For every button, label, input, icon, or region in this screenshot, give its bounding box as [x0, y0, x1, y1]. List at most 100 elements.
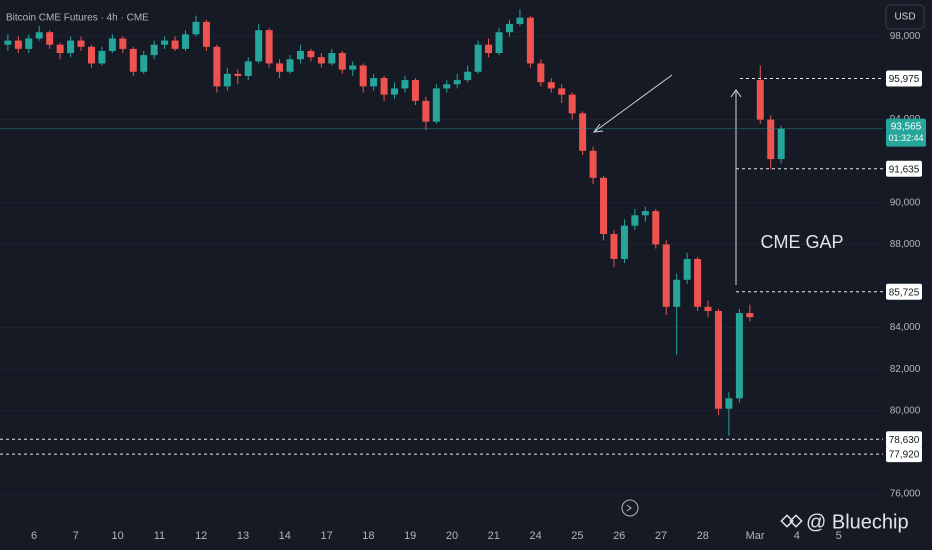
- candle-body: [223, 73, 231, 87]
- candle-body: [213, 46, 221, 87]
- x-tick-label: 14: [279, 530, 291, 542]
- candle-body: [77, 40, 85, 47]
- y-tick-label: 98,000: [890, 31, 921, 42]
- candle-body: [338, 53, 346, 70]
- annotation: CME GAP: [760, 232, 843, 252]
- candle-body: [108, 38, 116, 51]
- icon-glyph[interactable]: [626, 504, 632, 512]
- candle-body: [600, 177, 608, 234]
- candle-body: [767, 119, 775, 160]
- x-tick-label: 4: [794, 530, 800, 542]
- candle-body: [276, 63, 284, 72]
- level-label: 78,630: [889, 435, 920, 446]
- last-price-label: 93,565: [891, 121, 922, 132]
- x-tick-label: Mar: [746, 530, 765, 542]
- y-tick-label: 90,000: [890, 197, 921, 208]
- icon-circle[interactable]: [621, 499, 639, 517]
- scroll-icon[interactable]: [621, 499, 639, 517]
- button-frame[interactable]: [885, 4, 925, 30]
- candle-body: [453, 80, 461, 85]
- level-tag: [886, 431, 922, 448]
- candle-body: [202, 21, 210, 47]
- candle-body: [579, 113, 587, 151]
- x-tick-label: 6: [31, 530, 37, 542]
- level-label: 77,920: [889, 450, 920, 461]
- chart-title: Bitcoin CME Futures · 4h · CME: [6, 13, 149, 24]
- x-tick-label: 11: [154, 530, 165, 542]
- logo: [789, 514, 803, 528]
- watermark: @ Bluechip: [780, 511, 909, 533]
- candle-body: [620, 225, 628, 259]
- y-tick-label: 88,000: [890, 239, 921, 250]
- candle-body: [255, 30, 263, 62]
- x-tick-label: 26: [613, 530, 625, 542]
- logo: [780, 514, 794, 528]
- candle-body: [161, 40, 169, 45]
- candle-body: [714, 310, 722, 409]
- candle-body: [652, 211, 660, 245]
- x-tick-label: 19: [404, 530, 416, 542]
- candle-body: [401, 80, 409, 89]
- candle-body: [516, 17, 524, 24]
- candle-body: [662, 244, 670, 307]
- candle-body: [244, 61, 252, 76]
- x-tick-label: 17: [320, 530, 332, 542]
- x-tick-label: 20: [446, 530, 458, 542]
- candle-body: [526, 17, 534, 64]
- candle-body: [735, 313, 743, 399]
- y-tick-label: 84,000: [890, 322, 921, 333]
- candle-body: [568, 94, 576, 114]
- candle-body: [14, 40, 22, 49]
- candle-body: [777, 128, 785, 160]
- candle-body: [537, 63, 545, 83]
- y-tick-label: 76,000: [890, 489, 921, 500]
- candle-body: [380, 78, 388, 95]
- watermark-text: @ Bluechip: [806, 511, 909, 533]
- x-tick-label: 7: [73, 530, 79, 542]
- candle-body: [4, 40, 12, 45]
- candle-body: [641, 211, 649, 216]
- candle-body: [704, 306, 712, 311]
- x-tick-label: 18: [362, 530, 374, 542]
- candle-body: [746, 313, 754, 318]
- x-tick-label: 12: [195, 530, 207, 542]
- y-tick-label: 80,000: [890, 405, 921, 416]
- currency-button[interactable]: USD: [885, 4, 925, 30]
- candle-body: [359, 65, 367, 87]
- arrow-head: [592, 123, 604, 133]
- level-tag: [886, 283, 922, 300]
- y-tick-label: 82,000: [890, 364, 921, 375]
- x-tick-label: 21: [488, 530, 500, 542]
- candle-body: [432, 88, 440, 122]
- candle-body: [140, 55, 148, 72]
- candle-body: [182, 34, 190, 49]
- candle-body: [422, 100, 430, 122]
- level-tag: [886, 446, 922, 463]
- level-label: 95,975: [889, 74, 920, 85]
- candle-body: [474, 44, 482, 72]
- level-tag: [886, 160, 922, 177]
- candle-body: [265, 30, 273, 64]
- candle-body: [443, 84, 451, 89]
- currency-label[interactable]: USD: [894, 12, 915, 23]
- candle-body: [35, 32, 43, 39]
- x-tick-label: 24: [529, 530, 541, 542]
- x-tick-label: 27: [655, 530, 667, 542]
- arrow: [593, 74, 673, 133]
- candle-body: [56, 44, 64, 54]
- candle-body: [234, 73, 242, 76]
- candle-body: [307, 50, 315, 58]
- level-label: 85,725: [889, 287, 920, 298]
- candle-body: [67, 40, 75, 54]
- candle-body: [87, 46, 95, 64]
- candle-body: [370, 78, 378, 87]
- candle-body: [25, 38, 33, 49]
- candle-body: [610, 234, 618, 259]
- level-tag: [886, 70, 922, 87]
- candle-body: [505, 23, 513, 33]
- last-price-tag: [886, 118, 926, 147]
- candle-body: [547, 82, 555, 89]
- candle-body: [694, 258, 702, 307]
- candle-body: [673, 279, 681, 307]
